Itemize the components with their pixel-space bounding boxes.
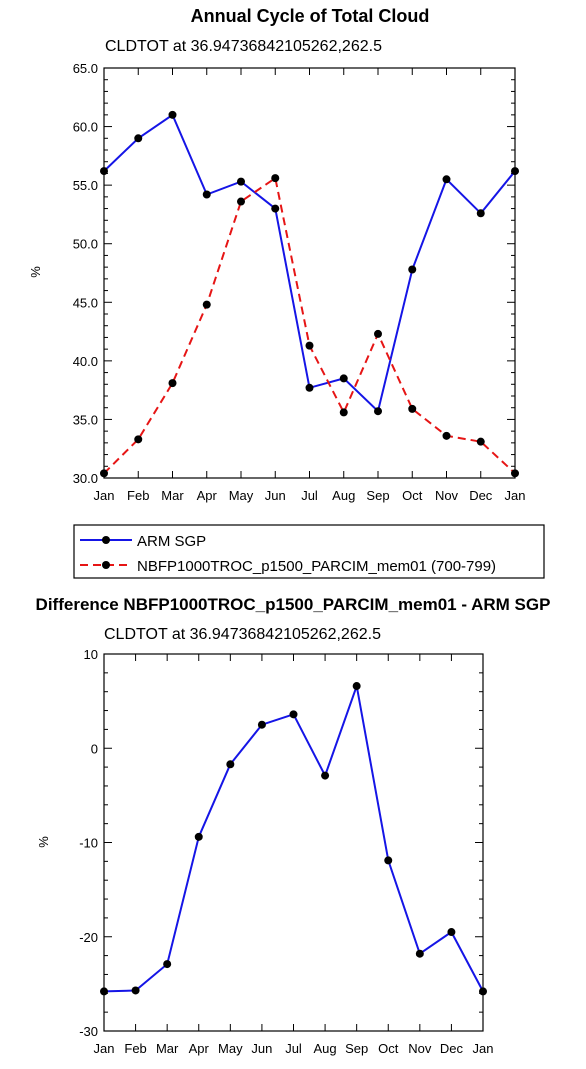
chart1-series-1-point	[237, 197, 245, 206]
chart1-ytick-label: 55.0	[73, 178, 98, 193]
legend-marker-model	[102, 561, 110, 569]
chart2-ytick-label: -30	[79, 1024, 98, 1039]
chart1-series-1-point	[305, 341, 314, 350]
chart1-series-1-point	[271, 174, 280, 183]
chart1-xtick-label: Dec	[469, 488, 493, 503]
chart2-series-0-point	[194, 832, 203, 841]
chart1-series-0-point	[408, 265, 417, 274]
chart2-series-0-point	[131, 986, 140, 995]
chart1-ytick-label: 50.0	[73, 237, 98, 252]
chart1-series-0-point	[168, 110, 177, 119]
chart2-series-0-point	[289, 710, 298, 719]
chart1-xtick-label: Feb	[127, 488, 149, 503]
chart1-series-0-point	[134, 134, 143, 143]
chart2-series-0-point	[163, 960, 172, 969]
chart1-series-0-point	[374, 407, 382, 416]
chart1-xtick-label: Apr	[197, 488, 218, 503]
chart1-ytick-label: 60.0	[73, 120, 98, 135]
chart2-title: Difference NBFP1000TROC_p1500_PARCIM_mem…	[36, 595, 551, 614]
chart2-ytick-label: 0	[91, 741, 98, 756]
chart2-series-0-point	[352, 682, 361, 691]
chart1-series-1-point	[100, 469, 108, 478]
chart1-series-1-point	[168, 379, 177, 388]
chart1-series-1-point	[134, 435, 143, 444]
legend-label-model: NBFP1000TROC_p1500_PARCIM_mem01 (700-799…	[137, 558, 496, 575]
chart1-series-0-point	[237, 177, 245, 186]
legend-marker-arm	[102, 536, 110, 544]
chart1-series-1-point	[442, 431, 451, 440]
chart2-xtick-label: Dec	[440, 1041, 464, 1056]
chart1-title: Annual Cycle of Total Cloud	[191, 6, 430, 26]
chart1-series-1-point	[339, 408, 348, 417]
chart1-xtick-label: Aug	[332, 488, 355, 503]
chart2-series-0-point	[100, 987, 108, 996]
chart2-series-0-point	[226, 760, 235, 769]
chart2-xtick-label: Feb	[124, 1041, 146, 1056]
chart1-xtick-label: Jul	[301, 488, 318, 503]
chart2-xtick-label: Jan	[473, 1041, 494, 1056]
chart2-series-0-point	[321, 771, 330, 780]
chart2-series-0-point	[415, 949, 424, 958]
chart1-series-1-point	[476, 437, 485, 446]
chart2-xtick-label: Nov	[408, 1041, 432, 1056]
chart1-series-0-point	[442, 175, 451, 184]
chart1-series-0-point	[271, 204, 280, 213]
chart2-xtick-label: Sep	[345, 1041, 368, 1056]
chart2-xtick-label: Jun	[251, 1041, 272, 1056]
chart1-series-0-point	[339, 374, 348, 383]
chart1-xtick-label: Jun	[265, 488, 286, 503]
chart1-series-1-point	[374, 329, 382, 338]
chart1-ytick-label: 45.0	[73, 295, 98, 310]
chart2-xtick-label: Jul	[285, 1041, 302, 1056]
chart2-series-0-point	[384, 856, 393, 865]
chart2-subtitle: CLDTOT at 36.94736842105262,262.5	[104, 626, 381, 643]
chart2-xtick-label: Aug	[314, 1041, 337, 1056]
chart1-axes: Jan Feb Mar Apr May Jun Jul Aug Sep Oct Nov Dec Jan 3…	[73, 61, 526, 503]
chart1-subtitle: CLDTOT at 36.94736842105262,262.5	[105, 38, 382, 55]
legend-box	[73, 524, 545, 579]
chart2-series	[100, 682, 487, 996]
chart1-series-0-point	[476, 209, 485, 218]
chart1-series-line-0	[103, 113, 516, 414]
legend-label-arm: ARM SGP	[137, 533, 206, 550]
chart1-xtick-label: Oct	[402, 488, 423, 503]
chart1-ytick-label: 35.0	[73, 412, 98, 427]
chart1-ylabel: %	[28, 266, 43, 278]
chart1-series-1-point	[202, 300, 211, 309]
chart2-xtick-label: Jan	[94, 1041, 115, 1056]
chart1-series-0-point	[305, 383, 314, 392]
chart1-xtick-label: Jan	[94, 488, 115, 503]
chart2-series-0-point	[447, 928, 456, 937]
chart1-series-line-1	[103, 176, 516, 475]
chart2-ytick-label: 10	[84, 647, 98, 662]
chart2-xtick-label: Apr	[189, 1041, 210, 1056]
chart1-plot-frame	[103, 67, 516, 479]
chart1-xtick-label: May	[229, 488, 254, 503]
chart2-xtick-label: May	[218, 1041, 243, 1056]
chart1-series-1-point	[408, 404, 417, 413]
chart1-xtick-label: Sep	[366, 488, 389, 503]
chart1-xtick-label: Jan	[505, 488, 526, 503]
chart2-ytick-label: -10	[79, 836, 98, 851]
chart1-ytick-label: 40.0	[73, 354, 98, 369]
chart2-xtick-label: Oct	[378, 1041, 399, 1056]
chart1-series-0-point	[100, 167, 108, 176]
chart1-series-0-point	[202, 190, 211, 199]
chart1-series-1-point	[511, 469, 519, 478]
chart2-series-0-point	[257, 720, 266, 729]
chart1-series-0-point	[511, 167, 519, 176]
chart1-xtick-label: Mar	[161, 488, 184, 503]
chart1-ytick-label: 65.0	[73, 61, 98, 76]
chart2-series-line-0	[103, 682, 484, 993]
chart2-xtick-label: Mar	[156, 1041, 179, 1056]
chart2-series-0-point	[479, 987, 487, 996]
chart2-ytick-label: -20	[79, 930, 98, 945]
chart1-xtick-label: Nov	[435, 488, 459, 503]
chart1-series	[100, 110, 519, 478]
chart2-axes: Jan Feb Mar Apr May Jun Jul Aug Sep Oct Nov Dec Jan -…	[79, 647, 493, 1056]
chart1-ytick-label: 30.0	[73, 471, 98, 486]
chart2-ylabel: %	[36, 836, 51, 848]
